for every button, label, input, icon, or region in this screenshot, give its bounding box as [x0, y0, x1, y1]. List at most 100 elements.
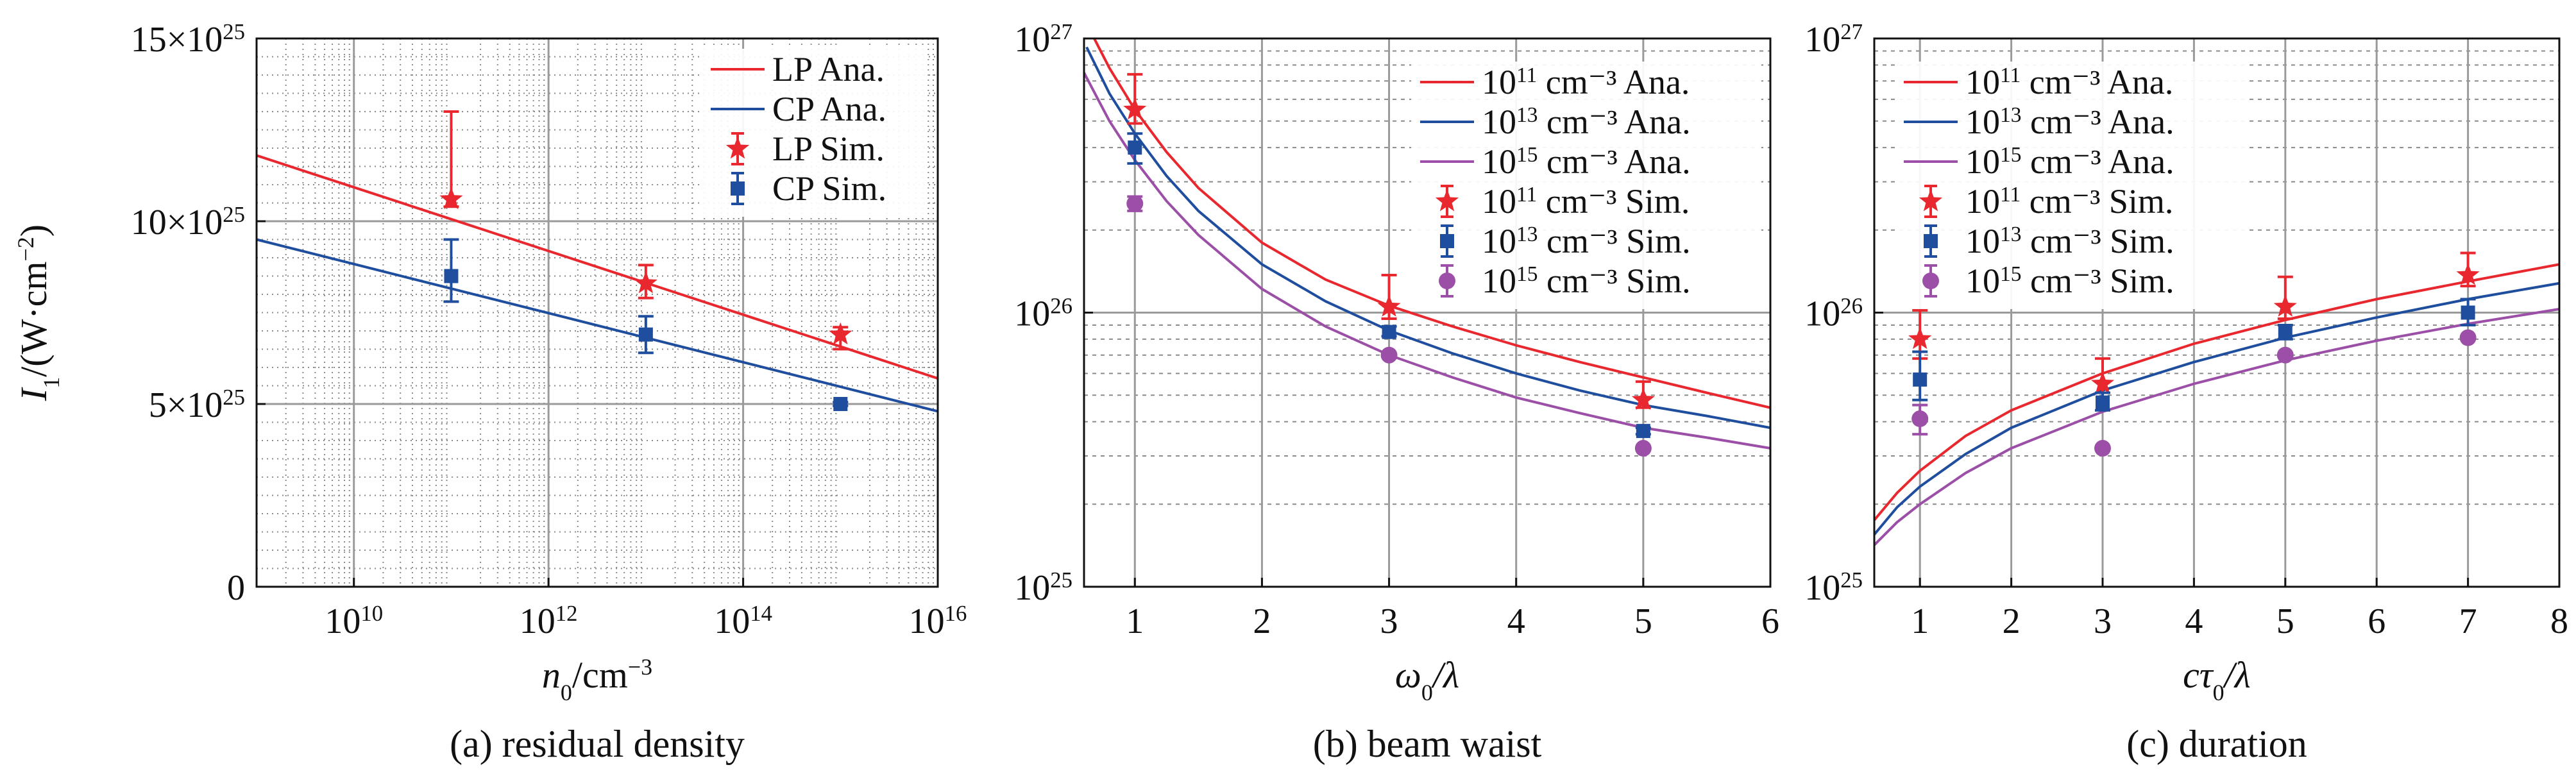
- y-tick-label-part: 10: [1804, 568, 1840, 608]
- legend-label-part: cm⁻³ Sim.: [1538, 222, 1690, 260]
- y-tick-label: 0: [227, 568, 245, 608]
- legend-label-part: cm⁻³ Sim.: [2021, 222, 2174, 260]
- y-tick-label: 1025: [1014, 568, 1072, 609]
- legend-label-part: cm⁻³ Sim.: [1537, 182, 1690, 221]
- series-points: [1908, 251, 2480, 457]
- legend-swatch-marker: [1435, 189, 1459, 212]
- legend-label-part: cm⁻³ Ana.: [1537, 63, 1690, 101]
- legend-label-part: LP Sim.: [772, 130, 885, 168]
- legend-label-part: 13: [1516, 223, 1538, 246]
- legend-label-part: 10: [1965, 63, 2000, 101]
- y-axis-label-group: I1/(W·cm−2): [13, 224, 64, 401]
- data-point: [2276, 346, 2294, 364]
- legend-label-part: 10: [1482, 103, 1516, 141]
- x-tick-label-part: 1: [1126, 602, 1144, 641]
- x-axis-label-part: n: [542, 654, 561, 696]
- x-tick-label-part: 6: [1761, 602, 1779, 641]
- y-axis-label-part: I: [13, 387, 55, 401]
- data-point: [2456, 263, 2480, 285]
- x-tick-label-part: 10: [714, 602, 750, 641]
- data-point: [2096, 395, 2110, 410]
- legend-label-part: 10: [1482, 262, 1516, 300]
- data-point: [1634, 440, 1652, 457]
- x-tick-label-part: 2: [1253, 602, 1271, 641]
- panel-caption: (a) residual density: [450, 723, 745, 765]
- legend-label-part: 10: [1965, 103, 2000, 141]
- x-tick-label-part: 5: [1634, 602, 1652, 641]
- x-tick-label-part: 5: [2276, 602, 2294, 641]
- x-tick-label: 1010: [325, 601, 383, 642]
- x-tick-label: 2: [2003, 602, 2021, 641]
- x-tick-label: 1: [1126, 602, 1144, 641]
- legend-label: 1013 cm⁻³ Sim.: [1482, 222, 1691, 260]
- legend-label-part: 15: [1516, 262, 1538, 286]
- legend-swatch-marker: [1922, 273, 1939, 289]
- legend-label-part: cm⁻³ Ana.: [1538, 142, 1690, 181]
- data-point: [1126, 195, 1144, 212]
- y-tick-label-part: 26: [1050, 293, 1072, 318]
- y-tick-label: 1027: [1014, 19, 1072, 60]
- legend-label-part: cm⁻³ Ana.: [2021, 142, 2174, 181]
- data-point: [1911, 410, 1929, 428]
- data-point: [444, 269, 459, 283]
- x-axis-label-part: −3: [628, 654, 652, 680]
- legend: 1011 cm⁻³ Ana.1013 cm⁻³ Ana.1015 cm⁻³ An…: [1411, 62, 1761, 309]
- x-tick-label-part: 16: [945, 601, 967, 626]
- legend-label-part: 13: [2000, 223, 2021, 246]
- x-tick-label: 1014: [714, 601, 772, 642]
- x-tick-label-part: 10: [325, 602, 360, 641]
- x-tick-label-part: 10: [520, 602, 555, 641]
- x-axis-label-part: 0: [1421, 680, 1433, 705]
- x-tick-label-part: 4: [1507, 602, 1525, 641]
- x-tick-label: 3: [2094, 602, 2112, 641]
- data-point: [638, 327, 653, 342]
- x-tick-label: 1: [1911, 602, 1929, 641]
- x-axis-label: ω0/λ: [1395, 654, 1459, 705]
- data-point: [2459, 329, 2477, 346]
- legend-label: 1013 cm⁻³ Ana.: [1482, 103, 1691, 141]
- data-point: [1908, 326, 1932, 349]
- y-tick-label-part: 10×10: [131, 203, 223, 242]
- data-point: [833, 397, 848, 411]
- x-axis-label-part: ω: [1395, 654, 1421, 696]
- y-tick-label-part: 25: [1050, 568, 1072, 593]
- legend-label-part: 10: [1965, 222, 2000, 260]
- y-tick-label-part: 5×10: [149, 385, 223, 425]
- series-line: [257, 238, 938, 413]
- legend-label-part: LP Ana.: [772, 50, 885, 88]
- y-tick-label: 1026: [1804, 293, 1863, 334]
- y-tick-label-part: 10: [1804, 294, 1840, 334]
- y-tick-label-part: 27: [1840, 19, 1863, 44]
- y-tick-label-part: 10: [1014, 568, 1050, 608]
- x-tick-label: 7: [2459, 602, 2477, 641]
- legend-label: 1015 cm⁻³ Ana.: [1965, 142, 2174, 181]
- legend-label-part: 10: [1965, 142, 2000, 181]
- y-tick-label-part: 10: [1014, 294, 1050, 334]
- data-point: [829, 322, 852, 345]
- series-line: [1874, 282, 2559, 535]
- legend-label: 1011 cm⁻³ Sim.: [1482, 182, 1690, 221]
- legend-label: LP Sim.: [772, 130, 885, 168]
- y-axis-label-part: /(W·cm: [13, 261, 55, 376]
- axes-frame: [255, 37, 939, 588]
- y-tick-label-part: 26: [1840, 293, 1863, 318]
- x-tick-label: 1012: [520, 601, 578, 642]
- legend-label-part: 15: [1516, 143, 1538, 167]
- legend-label-part: CP Ana.: [772, 90, 886, 128]
- legend-swatch-marker: [1924, 234, 1938, 248]
- y-tick-label: 1027: [1804, 19, 1863, 60]
- chart-panel-a: 1010 1012 1014 101605×102510×102515×1025n0/…: [13, 19, 967, 766]
- x-tick-label-part: 7: [2459, 602, 2477, 641]
- x-axis-label: cτ0/λ: [2183, 654, 2251, 705]
- y-axis-label-part: −2: [13, 237, 38, 261]
- legend-label-part: 15: [2000, 262, 2021, 286]
- x-tick-label-part: 10: [360, 601, 383, 626]
- data-point: [1636, 424, 1650, 439]
- legend-label-part: CP Sim.: [772, 169, 886, 208]
- x-tick-label: 6: [1761, 602, 1779, 641]
- legend: 1011 cm⁻³ Ana.1013 cm⁻³ Ana.1015 cm⁻³ An…: [1895, 62, 2245, 309]
- data-point: [634, 271, 657, 294]
